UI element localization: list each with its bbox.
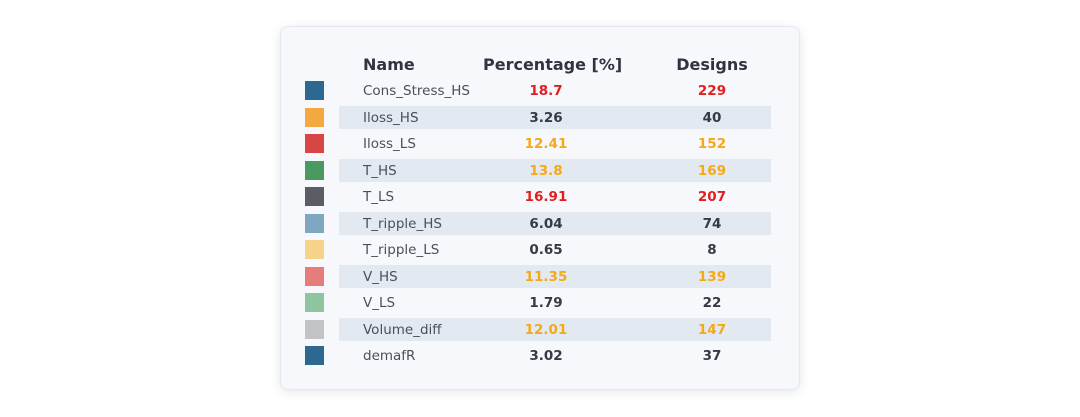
header-name: Name xyxy=(363,55,415,74)
legend-swatch xyxy=(305,187,324,206)
row-name: Iloss_HS xyxy=(363,109,419,126)
row-name: V_LS xyxy=(363,295,396,311)
legend-swatch xyxy=(305,346,324,365)
row-percentage: 6.04 xyxy=(529,215,563,232)
legend-swatch xyxy=(305,213,324,233)
table-row: T_ripple_HS 6.04 74 xyxy=(281,210,801,237)
table-card: Name Percentage [%] Designs Cons_Stress_… xyxy=(280,26,800,390)
row-name: demafR xyxy=(363,348,416,364)
row-name: V_HS xyxy=(363,268,398,285)
row-band xyxy=(339,211,771,235)
row-band xyxy=(339,158,771,182)
legend-swatch xyxy=(305,266,324,286)
row-designs: 22 xyxy=(702,295,722,311)
header-designs: Designs xyxy=(676,55,748,74)
legend-swatch xyxy=(305,240,324,259)
row-percentage: 13.8 xyxy=(529,162,563,179)
table-row: T_LS 16.91 207 xyxy=(281,183,801,210)
legend-swatch xyxy=(305,293,324,312)
table-row: Iloss_LS 12.41 152 xyxy=(281,130,801,157)
table-row: Cons_Stress_HS 18.7 229 xyxy=(281,77,801,104)
row-designs: 40 xyxy=(702,109,722,126)
row-percentage: 18.7 xyxy=(529,83,563,99)
header-percentage: Percentage [%] xyxy=(483,55,623,74)
row-name: T_ripple_LS xyxy=(363,242,440,258)
row-designs: 8 xyxy=(707,242,717,258)
table-header: Name Percentage [%] Designs xyxy=(339,51,769,77)
legend-swatch xyxy=(305,319,324,339)
legend-swatch xyxy=(305,160,324,180)
row-name: T_ripple_HS xyxy=(363,215,442,232)
table-row: Volume_diff 12.01 147 xyxy=(281,316,801,343)
row-band xyxy=(339,105,771,129)
table-row: T_HS 13.8 169 xyxy=(281,157,801,184)
legend-swatch xyxy=(305,81,324,100)
row-designs: 169 xyxy=(697,162,727,179)
row-band xyxy=(339,264,771,288)
row-percentage: 3.02 xyxy=(529,348,563,364)
row-designs: 139 xyxy=(697,268,727,285)
row-designs: 229 xyxy=(697,83,727,99)
row-percentage: 11.35 xyxy=(524,268,568,285)
row-name: Cons_Stress_HS xyxy=(363,83,470,99)
row-percentage: 0.65 xyxy=(529,242,563,258)
row-designs: 37 xyxy=(702,348,722,364)
row-percentage: 16.91 xyxy=(524,189,568,205)
table-row: V_HS 11.35 139 xyxy=(281,263,801,290)
table-body: Cons_Stress_HS 18.7 229 Iloss_HS 3.26 40 Iloss… xyxy=(281,77,801,369)
row-name: T_LS xyxy=(363,189,395,205)
table-row: demafR 3.02 37 xyxy=(281,342,801,369)
table-row: V_LS 1.79 22 xyxy=(281,289,801,316)
table-row: Iloss_HS 3.26 40 xyxy=(281,104,801,131)
row-name: T_HS xyxy=(363,162,397,179)
legend-swatch xyxy=(305,134,324,153)
legend-swatch xyxy=(305,107,324,127)
row-percentage: 12.41 xyxy=(524,136,568,152)
row-percentage: 1.79 xyxy=(529,295,563,311)
row-name: Iloss_LS xyxy=(363,136,416,152)
row-designs: 147 xyxy=(697,321,727,338)
row-designs: 152 xyxy=(697,136,727,152)
row-name: Volume_diff xyxy=(363,321,442,338)
table-row: T_ripple_LS 0.65 8 xyxy=(281,236,801,263)
row-designs: 74 xyxy=(702,215,722,232)
row-designs: 207 xyxy=(697,189,727,205)
row-band xyxy=(339,317,771,341)
row-percentage: 12.01 xyxy=(524,321,568,338)
row-percentage: 3.26 xyxy=(529,109,563,126)
